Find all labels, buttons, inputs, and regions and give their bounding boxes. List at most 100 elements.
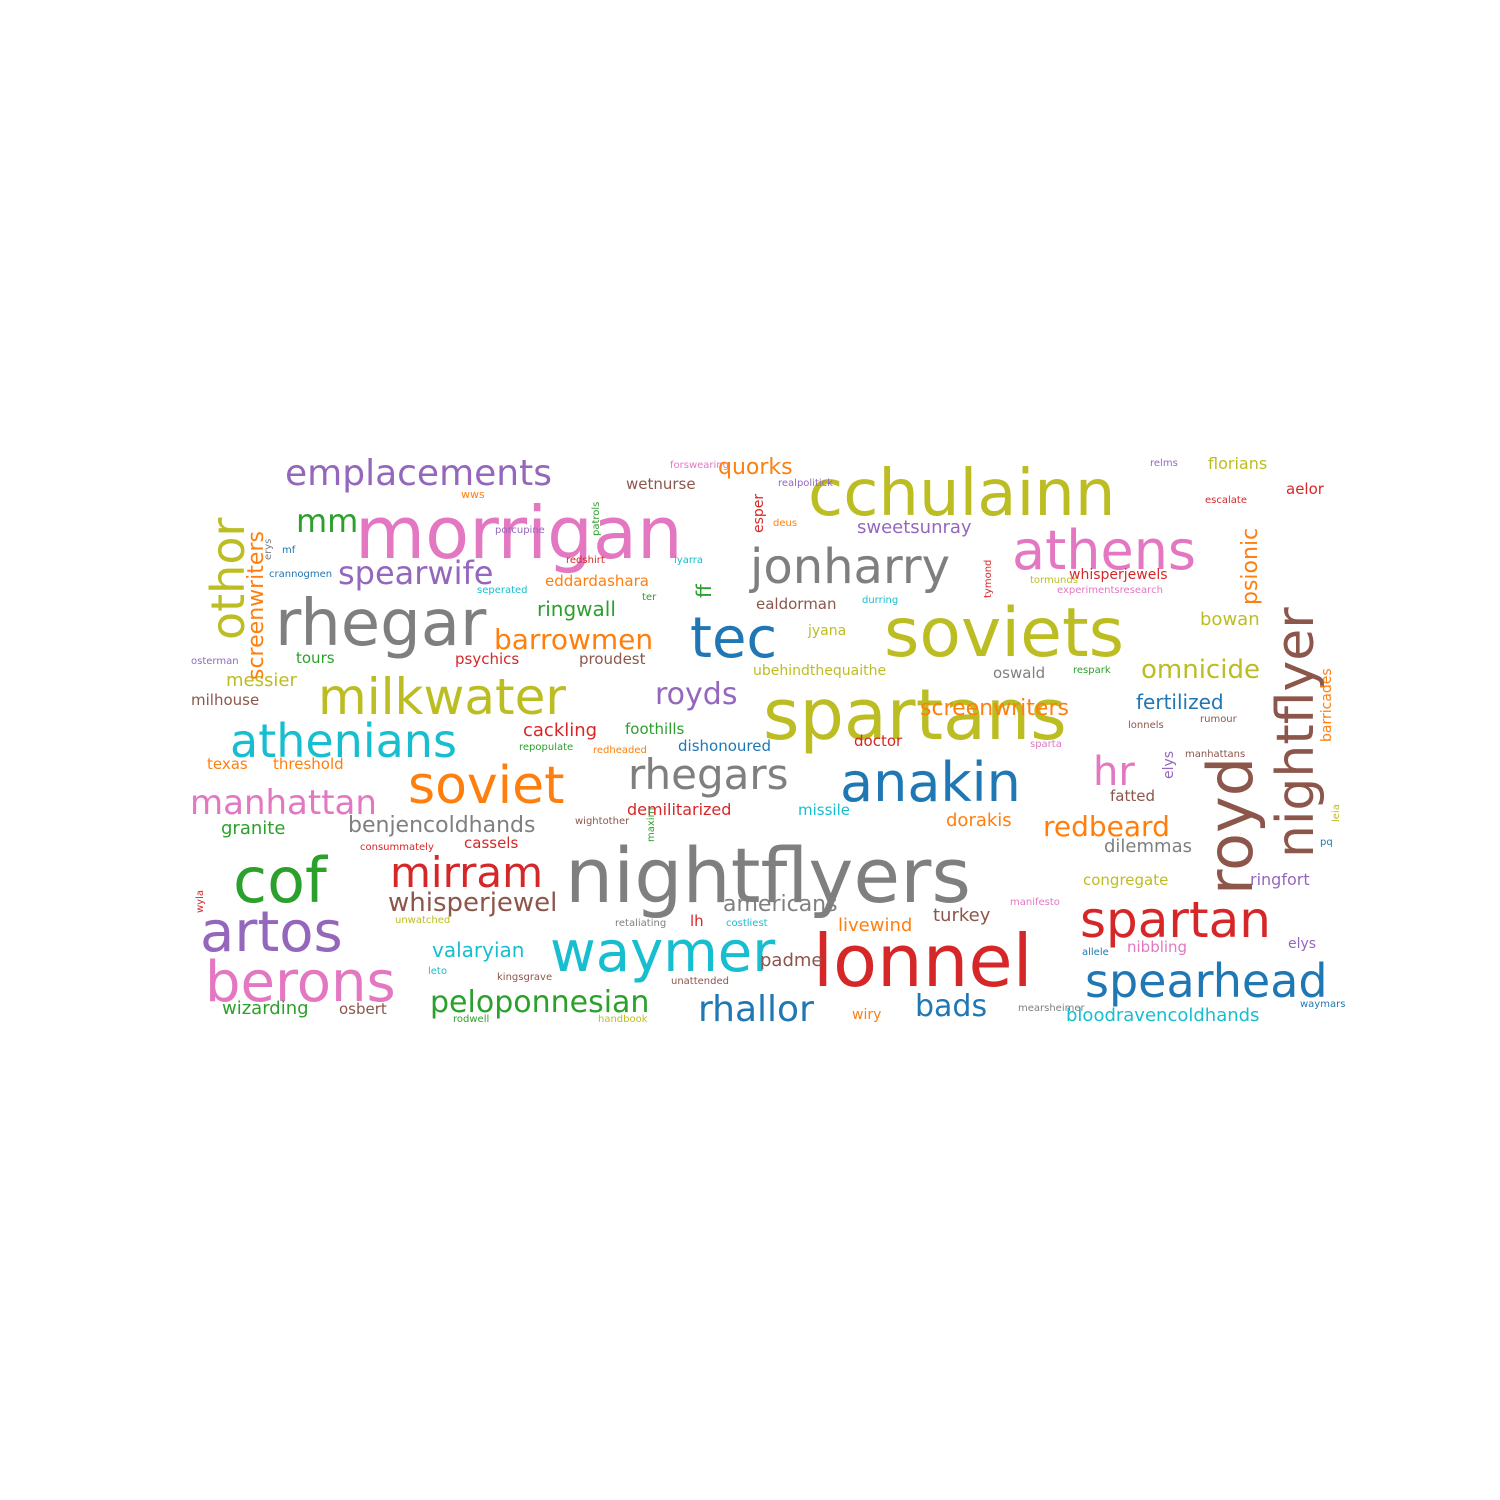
word: forswearing [670, 460, 729, 471]
word: mf [282, 545, 296, 556]
word: athenians [230, 714, 457, 768]
word-vertical: wyla [195, 889, 206, 913]
word: milkwater [318, 668, 566, 726]
word: unattended [671, 976, 729, 987]
word: dilemmas [1104, 836, 1192, 857]
word: whisperjewel [388, 888, 558, 918]
word: wightother [575, 816, 630, 827]
word: ter [642, 592, 657, 603]
word: waymars [1300, 999, 1346, 1010]
word: crannogmen [269, 569, 333, 580]
word: cof [233, 844, 327, 917]
word: lyarra [674, 555, 703, 566]
word: rumour [1200, 714, 1237, 725]
word: nibbling [1127, 938, 1188, 956]
word: deus [773, 518, 798, 529]
word: ringfort [1250, 870, 1310, 889]
word: rodwell [453, 1014, 490, 1025]
word: manhattan [190, 783, 377, 823]
word: nightflyers [565, 831, 971, 920]
word: lonnel [813, 919, 1033, 1003]
word: benjencoldhands [348, 813, 536, 838]
word: bads [915, 989, 988, 1024]
word-vertical: nightflyer [1266, 607, 1326, 858]
word-vertical: leia [1331, 804, 1342, 822]
word: missile [798, 801, 850, 819]
word: jonharry [750, 539, 950, 595]
word: cchulainn [808, 457, 1116, 531]
word: psychics [455, 650, 520, 668]
word: rhallor [698, 989, 814, 1030]
word: allele [1082, 947, 1109, 958]
word: peloponnesian [430, 985, 650, 1020]
word: spearwife [338, 554, 494, 592]
word: oswald [993, 664, 1046, 682]
word: leto [428, 966, 447, 977]
word: hr [1093, 749, 1135, 795]
word: ubehindthequaithe [753, 663, 887, 679]
word: tormunds [1030, 575, 1078, 586]
word: rhegars [628, 750, 789, 799]
word: escalate [1205, 495, 1247, 506]
word: osbert [339, 1000, 387, 1018]
word: wws [461, 488, 485, 501]
word: rhegar [275, 587, 487, 661]
word: wizarding [222, 998, 309, 1019]
word: bloodravencoldhands [1066, 1005, 1260, 1026]
word: redshirt [566, 555, 605, 566]
word: tours [296, 649, 335, 667]
word-vertical: erys [263, 538, 274, 560]
word: quorks [718, 455, 793, 480]
word: milhouse [191, 691, 260, 709]
word: doctor [854, 732, 903, 750]
word-vertical: psionic [1238, 527, 1263, 605]
word: barrowmen [494, 623, 654, 656]
word: soviet [408, 756, 565, 816]
word: consummately [360, 842, 434, 853]
word: foothills [625, 720, 685, 738]
word: ealdorman [756, 595, 837, 613]
word: repopulate [519, 742, 574, 753]
word: demilitarized [627, 800, 732, 819]
word: wetnurse [626, 475, 696, 493]
word: sparta [1030, 739, 1062, 750]
word: fertilized [1136, 690, 1224, 714]
word: valaryian [432, 938, 525, 962]
word: unwatched [395, 915, 451, 926]
word: costliest [726, 918, 768, 929]
word: mm [296, 502, 359, 540]
word: respark [1073, 665, 1111, 676]
word: cassels [464, 834, 519, 852]
word-vertical: barricades [1319, 668, 1335, 742]
word: livewind [838, 915, 913, 936]
word: jyana [808, 623, 847, 639]
word: seperated [477, 585, 528, 596]
word: berons [205, 950, 396, 1015]
word: fatted [1110, 787, 1155, 805]
word: handbook [598, 1014, 648, 1025]
word: ringwall [537, 597, 616, 621]
word: sweetsunray [857, 517, 972, 538]
word: realpolitick [778, 478, 833, 489]
word: redbeard [1043, 810, 1170, 843]
word: manhattans [1185, 749, 1246, 760]
word: florians [1208, 454, 1268, 473]
word: pq [1320, 837, 1333, 848]
word: congregate [1083, 871, 1169, 889]
word: anakin [840, 751, 1021, 814]
word: omnicide [1141, 655, 1260, 685]
word: mirram [390, 848, 544, 897]
word: spearhead [1085, 954, 1328, 1008]
word: spartans [763, 674, 1067, 756]
word: dishonoured [678, 737, 771, 755]
word: spartan [1080, 891, 1271, 949]
word: athens [1012, 519, 1197, 582]
word: elys [1288, 936, 1317, 952]
word-vertical: esper [751, 493, 767, 533]
word: artos [200, 900, 343, 965]
word: messier [226, 670, 297, 691]
word: wiry [852, 1007, 882, 1023]
word: dorakis [946, 810, 1012, 831]
word: waymer [550, 920, 776, 985]
